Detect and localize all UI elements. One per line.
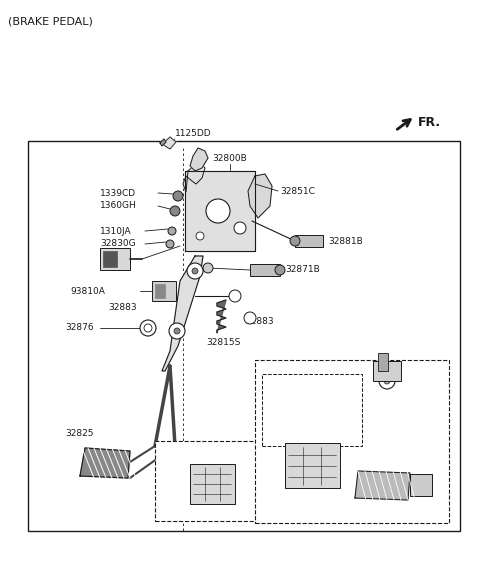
Text: FR.: FR. <box>418 115 441 128</box>
Text: (AL PAD): (AL PAD) <box>160 444 199 453</box>
Bar <box>295 235 323 247</box>
Polygon shape <box>355 471 410 500</box>
Circle shape <box>290 236 300 246</box>
Bar <box>155 284 165 298</box>
Text: 93810A: 93810A <box>70 286 105 295</box>
Text: 32825: 32825 <box>341 506 369 515</box>
Circle shape <box>203 263 213 273</box>
Circle shape <box>140 320 156 336</box>
Polygon shape <box>248 174 272 218</box>
Bar <box>190 464 235 504</box>
Text: 32825: 32825 <box>186 507 214 516</box>
Text: 32851C: 32851C <box>280 187 315 195</box>
Text: 32800B: 32800B <box>213 154 247 163</box>
Circle shape <box>169 323 185 339</box>
Circle shape <box>379 373 395 389</box>
Bar <box>155 441 270 521</box>
Polygon shape <box>190 148 208 171</box>
Circle shape <box>174 328 180 334</box>
Text: 32830G: 32830G <box>100 239 136 248</box>
Circle shape <box>234 222 246 234</box>
Bar <box>250 264 280 276</box>
Bar <box>100 248 130 270</box>
Polygon shape <box>162 256 203 371</box>
Circle shape <box>196 232 204 240</box>
Text: 1339CD: 1339CD <box>100 188 136 198</box>
Circle shape <box>173 191 183 201</box>
Text: 1310JA: 1310JA <box>100 226 132 235</box>
Circle shape <box>384 378 390 384</box>
Bar <box>285 443 340 488</box>
Polygon shape <box>183 163 205 192</box>
Circle shape <box>144 324 152 332</box>
Polygon shape <box>217 300 226 333</box>
Text: (BRAKE PEDAL): (BRAKE PEDAL) <box>8 16 93 26</box>
Text: (A/T): (A/T) <box>260 363 281 372</box>
Circle shape <box>275 265 285 275</box>
Polygon shape <box>160 139 166 146</box>
Text: 32825: 32825 <box>269 406 297 415</box>
Circle shape <box>187 263 203 279</box>
Text: (AL PAD): (AL PAD) <box>267 376 306 385</box>
Circle shape <box>166 240 174 248</box>
Text: 32825: 32825 <box>65 429 94 438</box>
Text: 32883: 32883 <box>108 303 137 312</box>
Circle shape <box>168 227 176 235</box>
Circle shape <box>170 206 180 216</box>
Circle shape <box>206 199 230 223</box>
Bar <box>410 474 432 496</box>
Text: 1360GH: 1360GH <box>100 201 137 211</box>
Polygon shape <box>80 448 130 478</box>
Bar <box>262 374 362 446</box>
Text: 32881B: 32881B <box>328 237 363 246</box>
Bar <box>28 141 460 531</box>
Bar <box>103 251 117 267</box>
Text: 1125DD: 1125DD <box>175 129 212 138</box>
Circle shape <box>244 312 256 324</box>
Text: 32876: 32876 <box>65 324 94 332</box>
Text: 32815S: 32815S <box>206 338 240 347</box>
Bar <box>255 360 449 523</box>
Polygon shape <box>162 137 176 149</box>
Text: 32883: 32883 <box>245 316 274 325</box>
Bar <box>152 281 176 301</box>
Bar <box>373 361 401 381</box>
Polygon shape <box>185 171 255 251</box>
Text: 32871B: 32871B <box>285 265 320 275</box>
Circle shape <box>229 290 241 302</box>
Circle shape <box>192 268 198 274</box>
Bar <box>378 353 388 371</box>
